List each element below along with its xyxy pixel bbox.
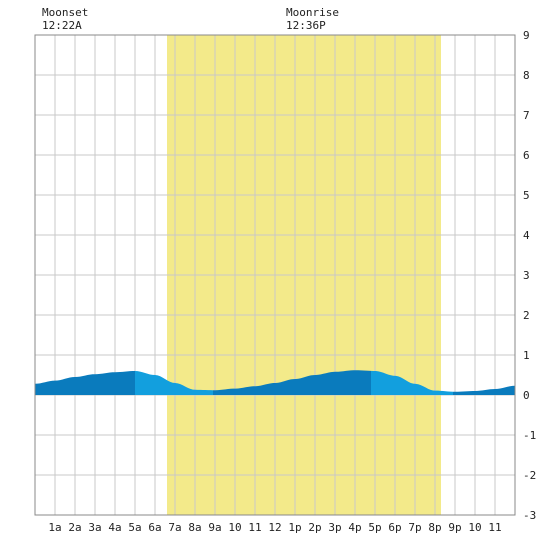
tide-area-segment xyxy=(371,370,453,395)
x-tick-label: 2p xyxy=(308,521,321,534)
tide-area-segment xyxy=(453,385,515,395)
moonset-time: 12:22A xyxy=(42,19,82,32)
x-tick-label: 3p xyxy=(328,521,341,534)
y-tick-label: 4 xyxy=(523,229,530,242)
x-tick-label: 4p xyxy=(348,521,361,534)
x-tick-label: 1a xyxy=(48,521,61,534)
x-tick-label: 3a xyxy=(88,521,101,534)
x-tick-label: 5a xyxy=(128,521,141,534)
moonset-label: Moonset xyxy=(42,6,88,19)
x-tick-label: 2a xyxy=(68,521,81,534)
y-tick-label: 3 xyxy=(523,269,530,282)
y-tick-label: -2 xyxy=(523,469,536,482)
moonrise-time: 12:36P xyxy=(286,19,326,32)
tide-area-segment xyxy=(213,370,371,395)
x-tick-label: 5p xyxy=(368,521,381,534)
y-tick-label: 8 xyxy=(523,69,530,82)
tide-area-segment xyxy=(35,371,135,395)
moonrise-label: Moonrise xyxy=(286,6,339,19)
x-tick-label: 11 xyxy=(488,521,501,534)
x-tick-label: 9p xyxy=(448,521,461,534)
y-tick-label: 1 xyxy=(523,349,530,362)
x-tick-label: 4a xyxy=(108,521,121,534)
y-tick-label: 2 xyxy=(523,309,530,322)
x-tick-label: 8p xyxy=(428,521,441,534)
y-tick-label: 9 xyxy=(523,29,530,42)
x-tick-label: 10 xyxy=(468,521,481,534)
x-tick-label: 11 xyxy=(248,521,261,534)
x-tick-label: 12 xyxy=(268,521,281,534)
y-tick-label: -3 xyxy=(523,509,536,522)
x-tick-label: 10 xyxy=(228,521,241,534)
y-tick-label: 5 xyxy=(523,189,530,202)
x-tick-label: 6a xyxy=(148,521,161,534)
x-tick-label: 9a xyxy=(208,521,221,534)
x-tick-label: 1p xyxy=(288,521,301,534)
y-tick-label: 7 xyxy=(523,109,530,122)
x-tick-label: 7a xyxy=(168,521,181,534)
plot-frame xyxy=(34,34,516,516)
y-tick-label: 0 xyxy=(523,389,530,402)
tide-area-segment xyxy=(135,371,213,395)
x-tick-label: 7p xyxy=(408,521,421,534)
x-tick-label: 6p xyxy=(388,521,401,534)
y-tick-label: 6 xyxy=(523,149,530,162)
y-tick-label: -1 xyxy=(523,429,536,442)
x-tick-label: 8a xyxy=(188,521,201,534)
